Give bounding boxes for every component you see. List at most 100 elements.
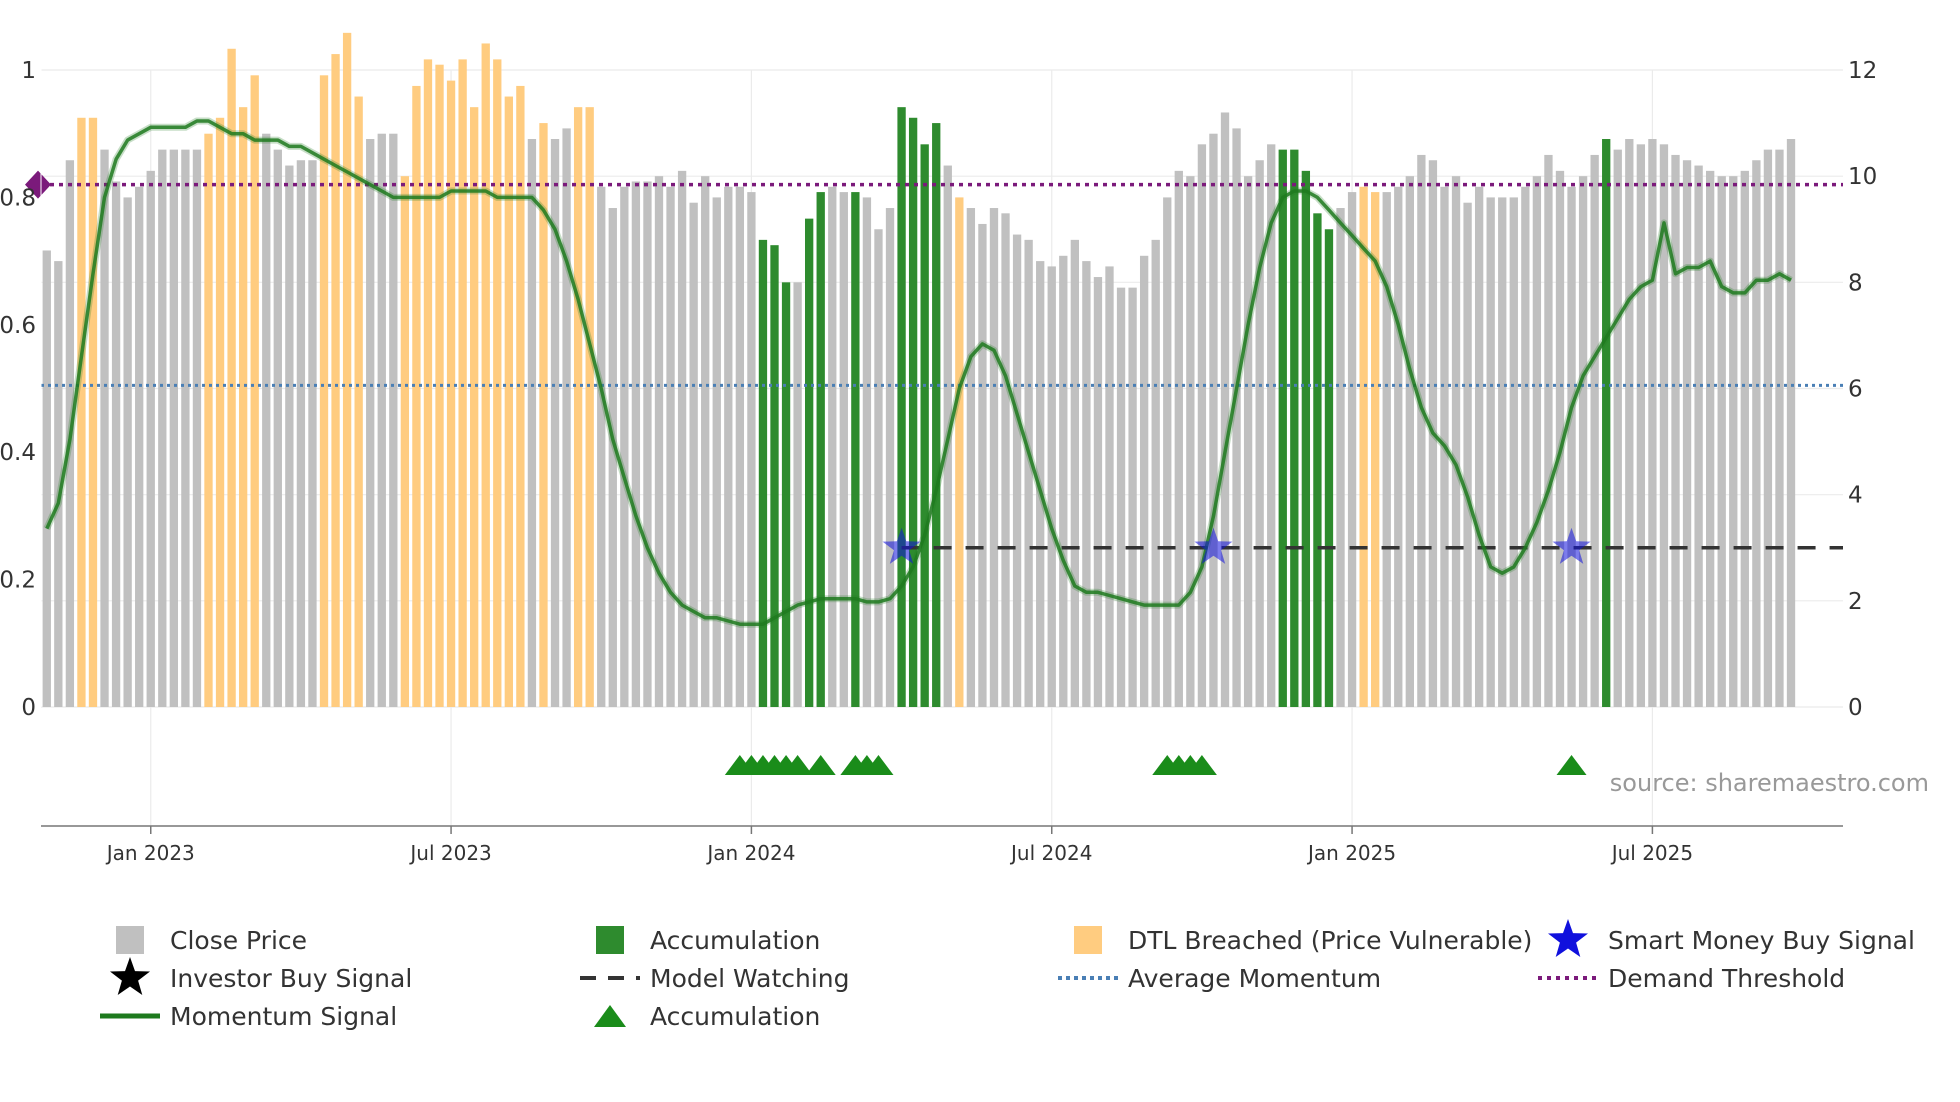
price-bar [1555,170,1565,707]
price-bar [550,139,560,708]
price-bar [1694,165,1703,708]
price-bar [1024,239,1033,707]
price-bar [1174,170,1183,707]
price-bar [805,218,814,707]
price-bar [308,160,317,707]
price-bar [1532,176,1542,707]
left-tick-label: 0.6 [0,313,36,339]
price-bar [1139,255,1149,707]
price-bar [1775,149,1784,707]
price-bar [42,250,51,707]
price-bar [458,59,467,707]
price-bar [1243,176,1253,707]
price-bar [1116,287,1126,707]
price-bar [839,192,848,707]
price-bar [1682,160,1692,707]
price-bar [204,133,213,707]
price-bar [296,160,306,707]
price-bar [1336,208,1345,707]
price-bar [677,170,687,707]
accumulation-triangle [1186,755,1217,775]
price-bar [1671,154,1680,707]
price-bar [816,192,825,707]
x-tick-label: Jul 2024 [1009,841,1092,865]
price-bar [828,186,837,708]
legend-swatch [1074,926,1102,954]
price-bar [215,117,225,707]
price-bar [724,186,733,708]
price-bar [516,85,525,708]
price-bar [1301,170,1311,707]
price-bar [1278,149,1287,707]
price-bar [562,128,571,707]
price-bar [1371,192,1380,707]
price-bar [1047,266,1056,707]
smart-money-star [1552,527,1591,564]
price-bar [793,282,802,707]
price-bar [1544,154,1553,707]
price-bar [1290,149,1299,707]
legend-label: Accumulation [650,1002,820,1031]
price-bar [423,59,433,707]
price-bar [735,186,745,708]
price-bar [285,165,294,708]
right-tick-label: 12 [1848,58,1877,84]
price-bar [701,176,710,707]
price-bar [1324,229,1334,707]
price-bar [1128,287,1137,707]
legend-item: Accumulation [594,1002,820,1031]
price-bar [989,208,999,707]
price-bar [1578,176,1588,707]
triangle-icon [594,1005,626,1027]
investor-star-icon [110,957,150,995]
price-bar [585,107,594,708]
price-bar [262,133,271,707]
price-bar [169,149,178,707]
smart-money-star [1194,527,1233,564]
price-bar [1659,144,1669,708]
price-bar [1625,139,1634,708]
price-bar [331,54,340,707]
price-bar [1740,170,1749,707]
price-bar [1151,239,1160,707]
price-bar [1602,139,1611,708]
price-bar [1382,192,1391,707]
price-bar [1186,176,1195,707]
left-tick-label: 0.4 [0,440,36,466]
price-bars [42,32,1796,708]
price-bar [238,107,248,708]
price-bar [158,149,167,707]
price-bar [481,43,490,708]
right-tick-label: 0 [1848,695,1863,721]
smart-money-star [882,527,921,564]
legend: Close Price Accumulation DTL Breached (Pri… [100,919,1915,1031]
price-bar [1417,154,1426,707]
price-bar [620,186,629,708]
price-bar [1394,186,1403,708]
price-bar [400,176,410,707]
legend-item: Demand Threshold [1538,964,1845,993]
price-bar [1059,255,1068,707]
x-tick-label: Jul 2023 [408,841,491,865]
price-bar [377,133,386,707]
legend-label: Model Watching [650,964,850,993]
left-tick-label: 0.8 [0,185,36,211]
price-bar [366,139,375,708]
x-tick-label: Jan 2024 [705,841,795,865]
legend-label: Demand Threshold [1608,964,1845,993]
legend-item: DTL Breached (Price Vulnerable) [1074,926,1532,955]
legend-label: Smart Money Buy Signal [1608,926,1915,955]
price-bar [1359,186,1368,708]
price-bar [666,186,675,708]
source-attribution: source: sharemaestro.com [1610,769,1929,797]
legend-item: Model Watching [580,964,850,993]
price-bar [908,117,918,707]
accumulation-triangle [782,755,813,775]
x-tick-label: Jan 2025 [1306,841,1396,865]
price-bar [1197,144,1207,708]
price-bar [412,85,421,708]
price-bar [1232,128,1241,707]
price-bar [1752,160,1761,707]
